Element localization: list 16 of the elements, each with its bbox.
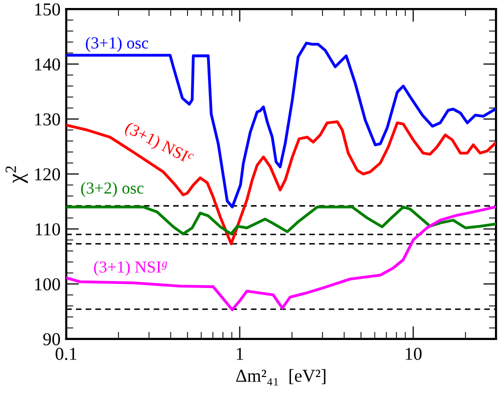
y-axis-title: χ$^{2}$ bbox=[6, 166, 28, 184]
x-tick-label: 10 bbox=[406, 348, 422, 360]
y-tick-label: 140 bbox=[35, 58, 60, 70]
y-tick-label: 130 bbox=[35, 113, 60, 126]
text: (3+1) NSI$^{c}$ bbox=[122, 121, 194, 168]
y-tick-label: 110 bbox=[36, 223, 60, 236]
y-tick-label: 120 bbox=[35, 168, 60, 180]
y-tick-label: 90 bbox=[43, 333, 60, 346]
y-tick-label: 100 bbox=[35, 278, 60, 290]
series-label: (3+1) osc bbox=[86, 36, 148, 52]
series-label: (3+1) NSI$^{g}$ bbox=[94, 260, 168, 276]
y-tick-label: 150 bbox=[35, 3, 60, 16]
x-tick-label: 1 bbox=[236, 348, 244, 360]
x-tick-label: 0.1 bbox=[56, 348, 76, 360]
series-label: (3+2) osc bbox=[81, 182, 144, 198]
x-axis-title: Δm²₄₁ [eV²] bbox=[236, 369, 326, 386]
